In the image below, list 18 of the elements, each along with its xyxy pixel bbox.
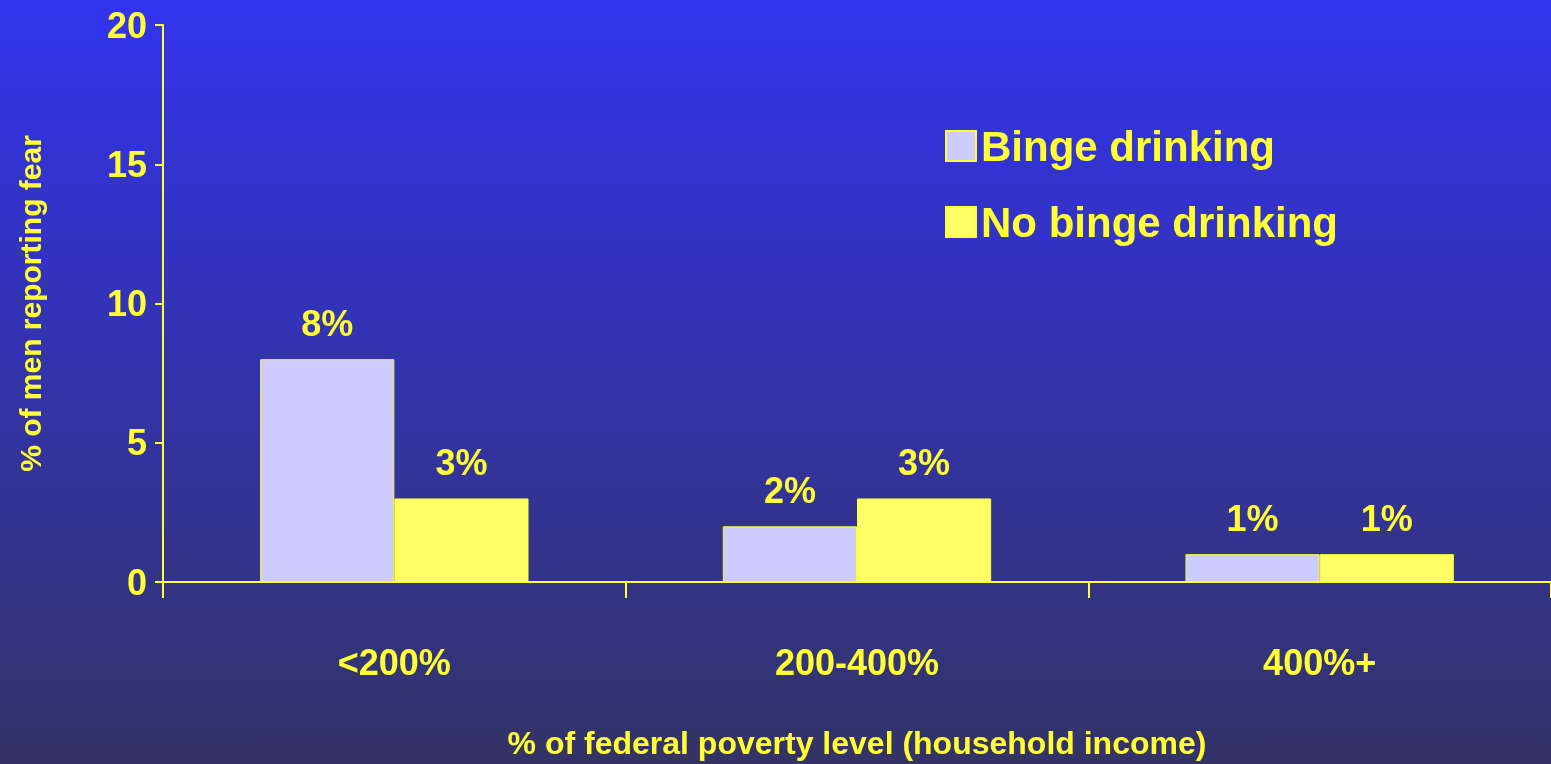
data-label: 2% [763,469,816,511]
data-label: 1% [1226,497,1279,539]
data-label: 3% [898,441,951,483]
y-tick-label: 10 [106,283,147,324]
y-tick-label: 0 [126,561,147,603]
y-tick-label: 20 [106,4,147,46]
data-label: 1% [1360,497,1413,539]
y-tick-label: 15 [106,143,147,185]
x-tick-label: <200% [337,641,451,683]
x-tick-label: 400%+ [1263,641,1377,683]
legend-label: No binge drinking [981,198,1338,246]
y-tick-label: 5 [126,422,147,464]
legend-label: Binge drinking [981,122,1275,170]
x-tick-label: 200-400% [774,641,940,683]
x-axis-title: % of federal poverty level (household income) [507,725,1207,761]
data-label: 3% [435,441,488,483]
data-label: 8% [301,302,354,344]
y-axis-title: % of men reporting fear [13,134,47,472]
